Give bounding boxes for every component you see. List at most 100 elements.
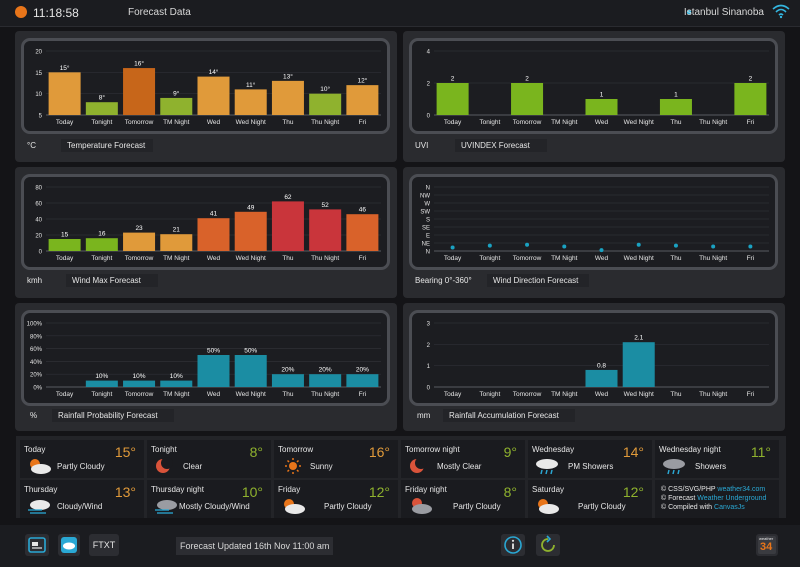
x-tick-label: Wed	[595, 119, 609, 126]
x-tick-label: Tomorrow	[513, 391, 542, 398]
uvindex-title: UVINDEX Forecast	[455, 139, 547, 152]
forecast-desc: PM Showers	[568, 462, 614, 471]
uvindex-chart: 0 2 4 Today 2 Tonight Tomorrow 2 TM Night Wed 1 Wed…	[427, 50, 769, 126]
data-label: 14°	[209, 68, 219, 76]
location-label: Istanbul Sinanoba	[683, 7, 764, 18]
temperature-unit: °C	[27, 141, 36, 150]
forecast-cell[interactable]: Today 15° Partly Cloudy	[20, 440, 144, 478]
x-tick-label: Wed	[207, 255, 221, 262]
bottom-bar: FTXT Forecast Updated 16th Nov 11:00 am …	[0, 525, 800, 567]
x-tick-label: TM Night	[163, 255, 190, 262]
bar	[234, 211, 267, 251]
bar	[160, 380, 193, 387]
data-label: 49	[247, 204, 255, 211]
x-tick-label: Thu	[282, 391, 294, 398]
forecast-temp: 8°	[503, 484, 517, 500]
forecast-cell[interactable]: Tomorrow night 9° Mostly Clear	[401, 440, 525, 478]
y-tick-label: 40	[35, 218, 42, 224]
credit-weather34-link[interactable]: weather34.com	[717, 486, 766, 493]
bar	[48, 72, 81, 115]
credit-wu-link[interactable]: Weather Underground	[697, 495, 767, 502]
data-label: 2	[749, 76, 753, 83]
forecast-cell[interactable]: Thursday 13° Cloudy/Wind	[20, 480, 144, 518]
x-tick-label: Tomorrow	[125, 255, 154, 262]
data-label: 50%	[244, 348, 257, 355]
bar	[436, 83, 469, 115]
wind-direction-chart-frame: N NE E SE S SW W NW N Today Tonight Tomorrow TM Nigh…	[409, 174, 778, 270]
x-tick-label: Tonight	[91, 119, 112, 126]
bar	[48, 239, 81, 251]
bar	[271, 80, 304, 115]
y-tick-label: 80	[35, 186, 42, 192]
forecast-cell[interactable]: Tonight 8° Clear	[147, 440, 271, 478]
data-label: 0.8	[597, 362, 606, 369]
x-tick-label: Fri	[359, 255, 367, 262]
bar	[234, 89, 267, 115]
bar	[309, 374, 342, 387]
showers-night-icon	[663, 459, 685, 475]
bar	[123, 380, 156, 387]
bar	[346, 374, 379, 387]
bar	[160, 97, 193, 115]
app-logo-icon[interactable]	[15, 6, 27, 18]
credit-canvasjs-link[interactable]: CanvasJs	[714, 504, 745, 511]
weather-button[interactable]	[58, 534, 80, 556]
weather34-badge[interactable]: weather 34	[756, 534, 778, 556]
ftxt-button[interactable]: FTXT	[89, 534, 119, 556]
forecast-cell[interactable]: Tomorrow 16° Sunny	[274, 440, 398, 478]
forecast-cell[interactable]: Friday 12° Partly Cloudy	[274, 480, 398, 518]
data-point	[711, 244, 716, 249]
x-tick-label: TM Night	[551, 119, 578, 126]
data-label: 41	[210, 211, 218, 218]
refresh-button[interactable]	[536, 534, 560, 556]
data-point	[562, 244, 567, 249]
bar	[309, 209, 342, 251]
forecast-cell[interactable]: Saturday 12° Partly Cloudy	[528, 480, 652, 518]
x-tick-label: TM Night	[163, 119, 190, 126]
wind-title: Wind Max Forecast	[66, 274, 158, 287]
x-tick-label: Thu	[282, 119, 294, 126]
wind-direction-title: Wind Direction Forecast	[487, 274, 589, 287]
bar	[85, 380, 118, 387]
y-tick-label: S	[426, 218, 430, 224]
data-label: 12°	[357, 77, 367, 85]
data-label: 11°	[246, 81, 256, 89]
info-button[interactable]	[501, 534, 525, 556]
bar	[585, 99, 618, 115]
x-tick-label: Wed Night	[624, 255, 654, 262]
credit-compiled-label: © Compiled with	[661, 504, 715, 511]
x-tick-label: Tonight	[91, 255, 112, 262]
forecast-desc: Partly Cloudy	[324, 502, 372, 511]
y-tick-label: SE	[422, 226, 430, 232]
forecast-cell[interactable]: Wednesday 14° PM Showers	[528, 440, 652, 478]
x-tick-label: Wed	[595, 391, 609, 398]
station-button[interactable]	[25, 534, 49, 556]
forecast-temp: 14°	[622, 444, 644, 460]
sunny-icon	[285, 458, 301, 474]
forecast-cell[interactable]: Friday night 8° Partly Cloudy	[401, 480, 525, 518]
data-label: 9°	[173, 89, 180, 97]
y-tick-label: 10	[35, 92, 42, 98]
data-label: 10%	[95, 373, 108, 380]
bar	[123, 68, 156, 115]
y-tick-label: N	[426, 250, 430, 256]
forecast-cell[interactable]: Wednesday night 11° Showers	[655, 440, 779, 478]
x-tick-label: Wed Night	[236, 119, 266, 126]
forecast-temp: 9°	[503, 444, 517, 460]
rain-accumulation-title: Rainfall Accumulation Forecast	[443, 409, 575, 422]
forecast-day: Wednesday	[532, 445, 575, 454]
data-label: 8°	[99, 94, 106, 102]
rain-probability-panel: 0% 20% 40% 60% 80% 100% Today Tonight 10% Tomorro…	[15, 303, 397, 431]
credit-css-label: © CSS/SVG/PHP	[661, 486, 718, 493]
bar	[271, 201, 304, 251]
x-tick-label: TM Night	[551, 391, 578, 398]
brand-number-label: 34	[760, 541, 773, 553]
bar	[197, 218, 230, 251]
forecast-cell[interactable]: Thursday night 10° Mostly Cloudy/Wind	[147, 480, 271, 518]
wifi-icon[interactable]	[772, 3, 790, 19]
data-label: 13°	[283, 72, 293, 80]
rain-probability-title: Rainfall Probability Forecast	[52, 409, 174, 422]
data-point	[748, 244, 753, 249]
x-tick-label: Wed Night	[624, 391, 654, 398]
forecast-desc: Clear	[183, 462, 203, 471]
